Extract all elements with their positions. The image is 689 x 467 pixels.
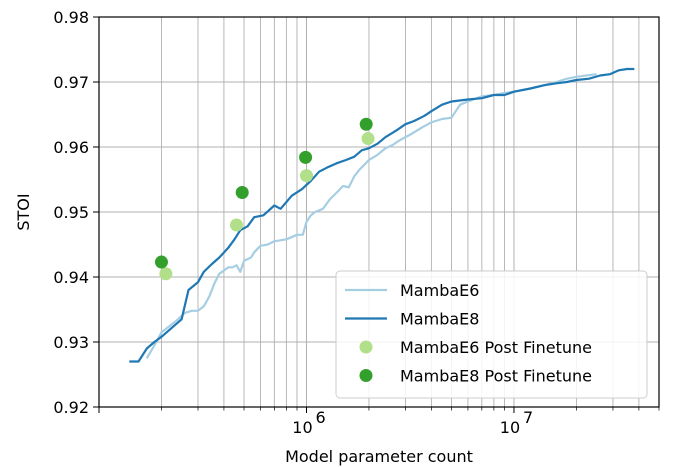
y-tick-label: 0.98 [53, 8, 89, 27]
legend-swatch-marker [359, 369, 373, 382]
y-tick-label: 0.93 [53, 333, 89, 352]
y-axis-label: STOI [14, 193, 33, 230]
series-point-mambae8-post-finetune [299, 150, 313, 164]
legend-swatch-marker [359, 340, 373, 354]
x-axis-label: Model parameter count [285, 447, 473, 466]
legend: MambaE6 MambaE8 MambaE6 Post Finetune Mamba… [335, 270, 648, 399]
legend-label: MambaE8 Post Finetune [400, 367, 592, 386]
series-point-mambae8-post-finetune [235, 186, 249, 199]
y-tick-label: 0.97 [53, 73, 89, 92]
series-point-mambae6-post-finetune [361, 132, 375, 146]
series-line-mambae8 [129, 67, 635, 363]
y-tick-label: 0.95 [53, 203, 89, 222]
series-point-mambae6-post-finetune [299, 169, 313, 183]
y-tick-label: 0.94 [53, 268, 89, 287]
series-point-mambae6-post-finetune [159, 267, 173, 281]
y-tick-label: 0.96 [53, 138, 89, 157]
x-tick-label: 10 [500, 418, 520, 437]
legend-label: MambaE6 [400, 281, 479, 300]
series-layer [129, 67, 635, 363]
legend-box [335, 270, 648, 399]
x-tick-exponent: 7 [523, 408, 533, 427]
series-point-mambae8-post-finetune [154, 255, 168, 269]
y-tick-label: 0.92 [53, 398, 89, 417]
legend-label: MambaE8 [400, 310, 479, 329]
series-point-mambae8-post-finetune [359, 117, 373, 131]
x-tick-exponent: 6 [315, 408, 325, 427]
series-point-mambae6-post-finetune [230, 218, 244, 232]
legend-label: MambaE6 Post Finetune [400, 338, 592, 357]
x-tick-label: 10 [292, 418, 312, 437]
